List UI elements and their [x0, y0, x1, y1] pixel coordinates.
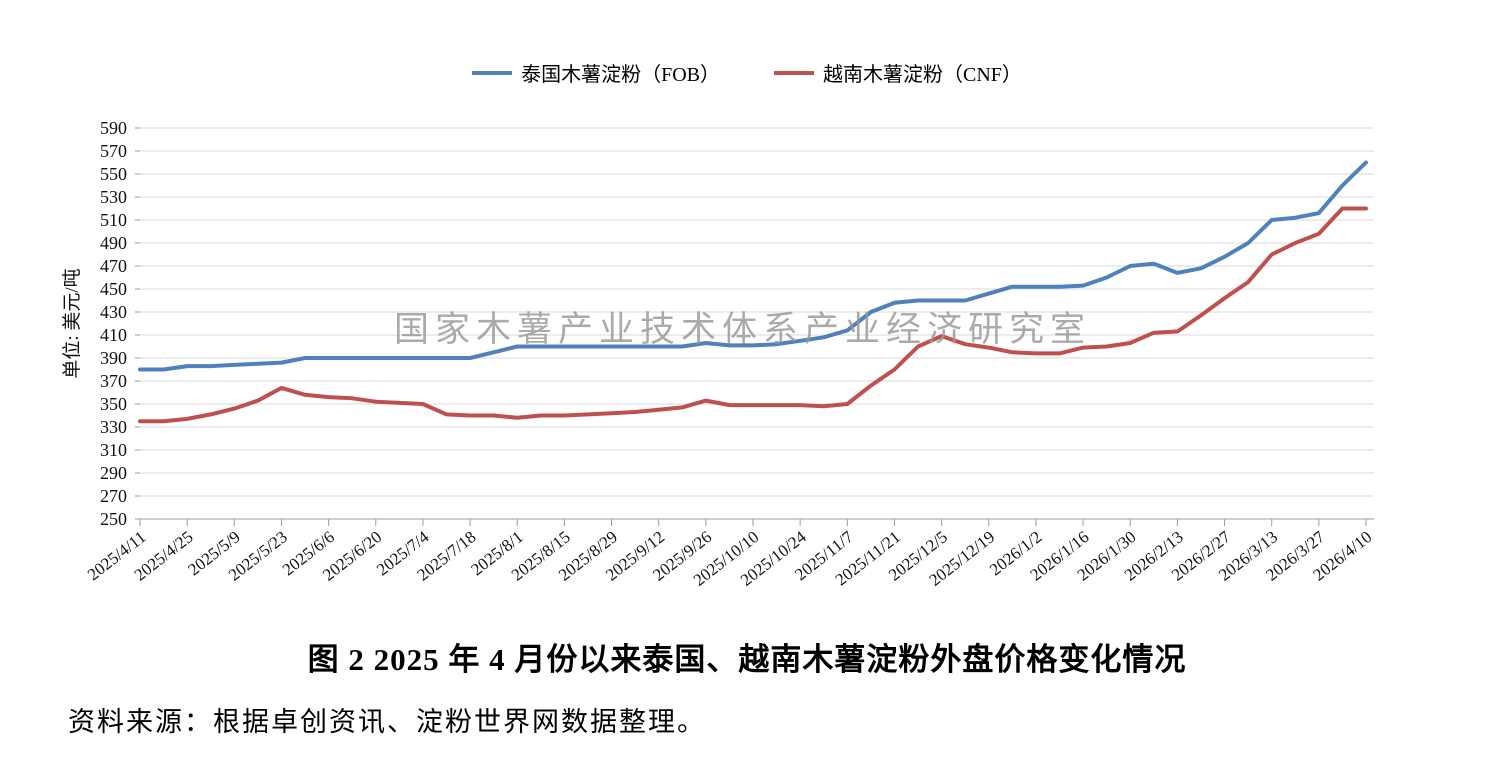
y-axis-tick-label: 370	[100, 371, 127, 391]
y-axis-tick-label: 550	[100, 164, 127, 184]
y-axis-tick-label: 270	[100, 486, 127, 506]
y-axis-tick-label: 350	[100, 394, 127, 414]
vietnam-line-swatch-icon	[774, 70, 814, 75]
chart-legend: 泰国木薯淀粉（FOB） 越南木薯淀粉（CNF）	[0, 58, 1494, 87]
series-line-0	[138, 160, 1368, 372]
y-axis-title: 单位: 美元/吨	[61, 268, 83, 378]
series-line-1	[138, 206, 1368, 424]
y-axis-tick-label: 290	[100, 463, 127, 483]
y-axis-tick-label: 530	[100, 187, 127, 207]
y-axis-tick-label: 490	[100, 233, 127, 253]
y-axis-tick-label: 510	[100, 210, 127, 230]
y-axis-tick-label: 570	[100, 141, 127, 161]
y-axis-tick-label: 310	[100, 440, 127, 460]
y-axis-tick-label: 450	[100, 279, 127, 299]
legend-item-thailand: 泰国木薯淀粉（FOB）	[472, 58, 720, 87]
y-axis-tick-label: 250	[100, 509, 127, 529]
figure-caption: 图 2 2025 年 4 月份以来泰国、越南木薯淀粉外盘价格变化情况	[307, 642, 1187, 677]
y-axis-tick-label: 470	[100, 256, 127, 276]
y-axis-tick-label: 330	[100, 417, 127, 437]
y-axis-tick-label: 390	[100, 348, 127, 368]
thailand-line-swatch-icon	[472, 70, 513, 75]
y-axis-tick-label: 590	[100, 118, 127, 138]
data-source-note: 资料来源：根据卓创资讯、淀粉世界网数据整理。	[68, 707, 706, 737]
legend-label-vietnam: 越南木薯淀粉（CNF）	[823, 64, 1022, 86]
y-axis-tick-label: 430	[100, 302, 127, 322]
price-line-chart: 250 270 290 310 330 350 370 390 410 430 450 470 490 5…	[61, 118, 1375, 590]
y-axis-tick-label: 410	[100, 325, 127, 345]
legend-label-thailand: 泰国木薯淀粉（FOB）	[521, 64, 720, 86]
legend-item-vietnam: 越南木薯淀粉（CNF）	[774, 58, 1022, 87]
